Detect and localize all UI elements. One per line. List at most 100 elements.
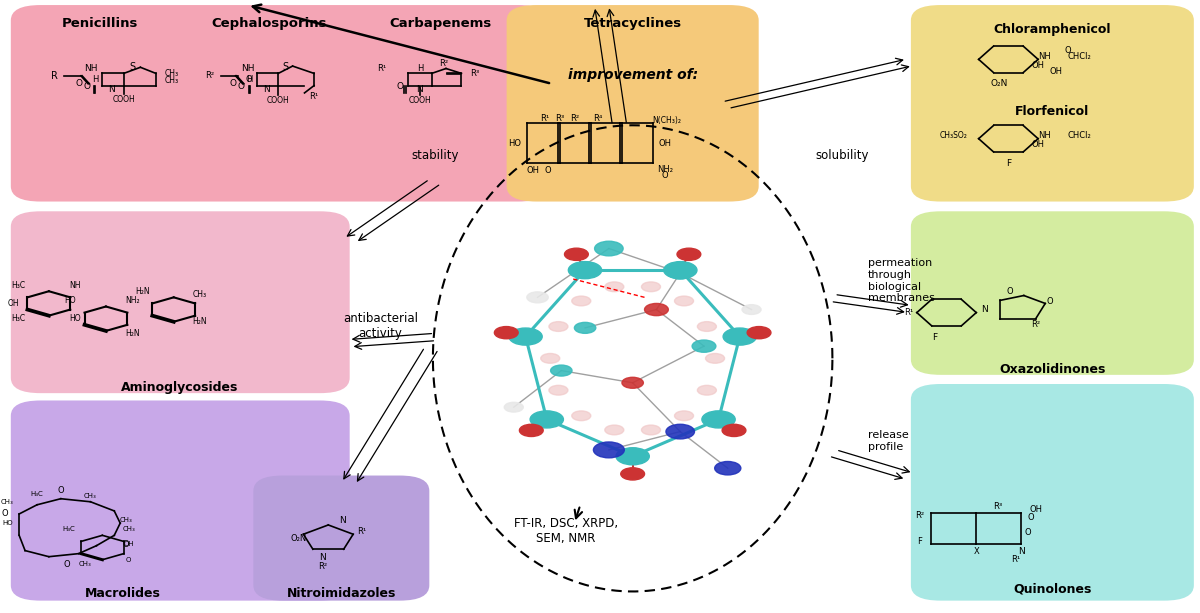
Text: H₃C: H₃C [11, 281, 25, 289]
Circle shape [620, 468, 644, 480]
Text: O: O [64, 560, 70, 568]
Text: O: O [76, 79, 82, 88]
Text: R²: R² [1031, 321, 1040, 329]
Text: O: O [122, 540, 130, 549]
Text: H: H [247, 75, 253, 84]
Text: O: O [229, 79, 236, 88]
Text: OH: OH [527, 166, 539, 175]
FancyBboxPatch shape [506, 5, 758, 202]
Circle shape [548, 386, 568, 395]
Text: R¹: R¹ [310, 92, 319, 101]
Text: H: H [416, 64, 424, 73]
Text: H₂N: H₂N [192, 318, 208, 326]
Text: O: O [396, 82, 403, 91]
Circle shape [674, 296, 694, 306]
Text: O₂N: O₂N [290, 534, 307, 543]
Text: O: O [238, 82, 245, 91]
Circle shape [527, 292, 548, 303]
Circle shape [575, 322, 595, 333]
Circle shape [642, 282, 660, 292]
Text: R²: R² [439, 59, 448, 68]
Text: O: O [1064, 46, 1072, 55]
Text: R¹: R¹ [356, 527, 366, 536]
Circle shape [622, 377, 643, 388]
Text: NH: NH [241, 64, 254, 73]
Text: NH: NH [1038, 131, 1050, 140]
Text: OH: OH [659, 139, 671, 148]
Text: R³: R³ [469, 69, 479, 78]
FancyBboxPatch shape [911, 211, 1194, 375]
Text: O: O [1024, 528, 1031, 537]
Text: R²: R² [914, 511, 924, 520]
Circle shape [692, 340, 716, 352]
Text: permeation
through
biological
membranes: permeation through biological membranes [868, 259, 935, 303]
Circle shape [571, 411, 590, 421]
Circle shape [742, 305, 761, 314]
Text: X: X [973, 547, 979, 557]
Text: N: N [263, 85, 270, 94]
Text: NH: NH [1038, 52, 1050, 61]
Circle shape [666, 424, 695, 439]
Circle shape [548, 322, 568, 332]
Text: O: O [245, 75, 252, 84]
Text: release
profile: release profile [868, 430, 908, 452]
Text: N: N [982, 305, 988, 314]
Text: R¹: R¹ [904, 308, 913, 317]
Circle shape [664, 262, 697, 279]
Text: OH: OH [1032, 140, 1044, 150]
Text: Chloramphenicol: Chloramphenicol [994, 23, 1111, 36]
Text: S: S [282, 63, 288, 72]
FancyBboxPatch shape [11, 400, 349, 601]
Text: R²: R² [570, 114, 578, 123]
Text: R²: R² [318, 562, 326, 571]
Text: OH: OH [124, 541, 134, 547]
Circle shape [644, 303, 668, 316]
Text: Macrolides: Macrolides [85, 587, 161, 600]
FancyBboxPatch shape [253, 476, 430, 601]
Text: O: O [84, 82, 90, 91]
Text: OH: OH [1030, 505, 1043, 514]
Text: CH₃SO₂: CH₃SO₂ [940, 131, 968, 140]
Text: Penicillins: Penicillins [61, 17, 138, 29]
Text: N: N [340, 516, 346, 525]
Text: Florfenicol: Florfenicol [1015, 105, 1090, 118]
Text: CHCl₂: CHCl₂ [1068, 52, 1092, 61]
Text: N: N [416, 85, 424, 94]
Text: F: F [917, 537, 922, 546]
Text: Carbapenems: Carbapenems [389, 17, 491, 29]
Circle shape [702, 411, 736, 428]
Text: Tetracyclines: Tetracyclines [583, 17, 682, 29]
Text: CH₃: CH₃ [193, 290, 206, 299]
Text: COOH: COOH [408, 96, 431, 105]
Circle shape [504, 402, 523, 412]
Text: R⁴: R⁴ [594, 114, 602, 123]
Circle shape [748, 327, 770, 339]
Circle shape [674, 411, 694, 421]
Text: H₃C: H₃C [62, 526, 76, 532]
FancyBboxPatch shape [11, 211, 349, 393]
Circle shape [605, 282, 624, 292]
Text: NH: NH [84, 64, 97, 73]
Text: improvement of:: improvement of: [568, 67, 697, 82]
Text: R: R [52, 71, 59, 81]
Text: stability: stability [412, 149, 460, 162]
Text: CH₃: CH₃ [1, 499, 13, 504]
Circle shape [706, 354, 725, 364]
Text: HO: HO [2, 520, 12, 526]
Text: O: O [1, 509, 8, 519]
Circle shape [697, 386, 716, 395]
Text: R³: R³ [994, 502, 1002, 511]
Circle shape [605, 425, 624, 435]
Circle shape [595, 241, 623, 256]
Circle shape [722, 424, 746, 436]
Text: CHCl₂: CHCl₂ [1068, 131, 1092, 140]
Text: CH₃: CH₃ [164, 69, 179, 78]
Circle shape [509, 328, 542, 345]
Text: O: O [1027, 513, 1034, 522]
Text: N: N [319, 554, 325, 562]
Text: R³: R³ [556, 114, 565, 123]
Text: HO: HO [70, 314, 80, 323]
Text: NH₂: NH₂ [125, 296, 139, 305]
Text: Oxazolidinones: Oxazolidinones [1000, 363, 1105, 376]
Circle shape [697, 322, 716, 332]
